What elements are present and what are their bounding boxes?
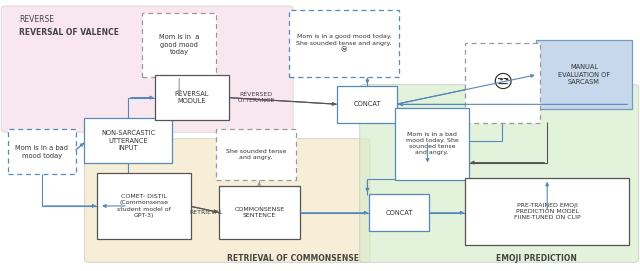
Text: REVERSE: REVERSE — [19, 15, 54, 24]
Text: MANUAL
EVALUATION OF
SARCASM: MANUAL EVALUATION OF SARCASM — [558, 64, 610, 85]
FancyBboxPatch shape — [97, 173, 191, 239]
Text: PRE-TRAINED EMOJI
PREDICTION MODEL
FIINE-TUNED ON CLIP: PRE-TRAINED EMOJI PREDICTION MODEL FIINE… — [514, 203, 580, 220]
FancyBboxPatch shape — [84, 118, 172, 163]
FancyBboxPatch shape — [216, 129, 296, 180]
Text: She sounded tense
and angry.: She sounded tense and angry. — [226, 149, 286, 160]
FancyBboxPatch shape — [155, 75, 229, 120]
Text: Mom is in  a
good mood
today: Mom is in a good mood today — [159, 34, 200, 55]
Text: RETRIEVAL: RETRIEVAL — [189, 210, 223, 215]
Text: Mom is in a bad
mood today. She
sounded tense
and angry.: Mom is in a bad mood today. She sounded … — [406, 132, 458, 156]
FancyBboxPatch shape — [8, 129, 76, 174]
FancyBboxPatch shape — [369, 194, 429, 231]
Text: COMET- DISTIL
(Commonsense
student model of
GPT-3): COMET- DISTIL (Commonsense student model… — [117, 194, 171, 218]
Text: REVERSAL
MODULE: REVERSAL MODULE — [175, 91, 209, 104]
Text: REVERSED
UTTERANCE: REVERSED UTTERANCE — [237, 92, 275, 103]
Text: COMMONSENSE
SENTENCE: COMMONSENSE SENTENCE — [234, 207, 284, 218]
FancyBboxPatch shape — [465, 178, 629, 245]
Text: Mom is in a bad
mood today: Mom is in a bad mood today — [15, 145, 68, 159]
Text: RETRIEVAL OF COMMONSENSE: RETRIEVAL OF COMMONSENSE — [227, 254, 359, 263]
Text: CONCAT: CONCAT — [354, 101, 381, 107]
FancyBboxPatch shape — [465, 43, 540, 123]
Text: NON-SARCASTIC
UTTERANCE
INPUT: NON-SARCASTIC UTTERANCE INPUT — [101, 130, 155, 151]
FancyBboxPatch shape — [337, 86, 397, 123]
FancyBboxPatch shape — [219, 186, 300, 239]
FancyBboxPatch shape — [142, 13, 216, 77]
FancyBboxPatch shape — [289, 10, 399, 77]
FancyBboxPatch shape — [84, 139, 370, 262]
FancyBboxPatch shape — [395, 108, 469, 180]
Text: EMOJI PREDICTION: EMOJI PREDICTION — [496, 254, 577, 263]
Text: CONCAT: CONCAT — [386, 210, 413, 216]
FancyBboxPatch shape — [1, 6, 293, 132]
Text: Mom is in a good mood today.
She sounded tense and angry.
😒: Mom is in a good mood today. She sounded… — [296, 34, 392, 52]
FancyBboxPatch shape — [360, 85, 639, 262]
FancyBboxPatch shape — [536, 40, 632, 109]
Text: 😒: 😒 — [492, 73, 513, 92]
Text: REVERSAL OF VALENCE: REVERSAL OF VALENCE — [19, 28, 119, 37]
